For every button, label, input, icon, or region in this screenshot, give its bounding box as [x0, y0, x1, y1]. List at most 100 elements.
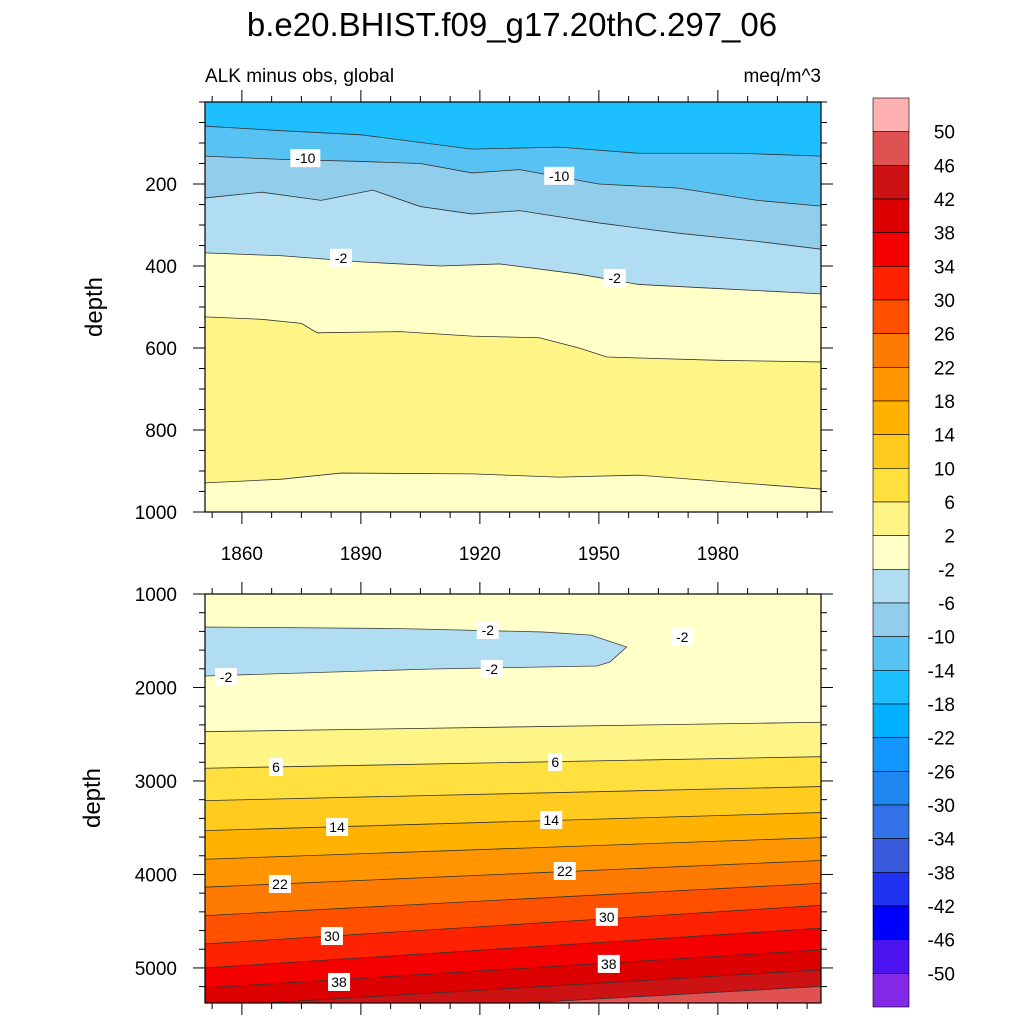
- contour-line: [265, 969, 821, 1003]
- contour-line: [205, 316, 821, 363]
- x-tick-label: 1860: [221, 544, 263, 565]
- contour-line: [205, 252, 821, 295]
- colorbar-label: 6: [944, 493, 955, 514]
- x-tick-label: 1920: [459, 544, 501, 565]
- contour-region: [205, 626, 628, 677]
- contour-line: [205, 756, 821, 769]
- contour-line: [205, 812, 821, 832]
- colorbar-swatch: [872, 367, 910, 402]
- contour-line: [205, 949, 821, 989]
- top-ylabel: depth: [81, 277, 108, 337]
- y-tick-label: 5000: [135, 959, 177, 980]
- colorbar-label: 10: [934, 459, 955, 480]
- contour-label-box: [268, 874, 291, 893]
- contour-label-box: [269, 757, 284, 776]
- colorbar-label: -42: [928, 897, 955, 918]
- panel-0: -10 -10 -2 -2 1860 1890 1920 1950 1980 200 400 600 8…: [135, 90, 833, 565]
- contour-label-box: [553, 861, 576, 880]
- y-tick-label: 1000: [135, 503, 177, 524]
- contour-label-box: [330, 248, 353, 267]
- contour-label-box: [326, 817, 349, 836]
- colorbar-label: 50: [934, 123, 955, 144]
- colorbar-label: 34: [934, 257, 956, 278]
- colorbar-swatch: [872, 501, 910, 536]
- colorbar-label: 18: [934, 392, 955, 413]
- contour-label-box: [540, 810, 563, 829]
- colorbar-swatch: [872, 636, 910, 671]
- colorbar-swatch: [872, 771, 910, 806]
- contour-label-box: [320, 926, 343, 945]
- y-tick-label: 800: [145, 421, 177, 442]
- contour-line: [205, 472, 821, 490]
- plot-frame: [204, 593, 822, 1004]
- colorbar-swatch: [872, 400, 910, 435]
- panel-1: -2 -2 -2 -2 6 6 14 14 22 22 30 30 38 38 1000 2000 3000 40…: [135, 582, 833, 1015]
- colorbar-swatch: [872, 131, 910, 166]
- y-tick-label: 2000: [135, 678, 177, 699]
- contour-label-box: [597, 954, 620, 973]
- colorbar-swatch: [872, 569, 910, 604]
- contour-label: -2: [486, 661, 499, 677]
- y-tick-label: 400: [145, 257, 177, 278]
- colorbar-swatch: [872, 703, 910, 738]
- colorbar-swatch: [872, 670, 910, 705]
- colorbar-label: -26: [928, 762, 955, 783]
- contour-line: [205, 721, 821, 733]
- contour-label: 38: [331, 974, 347, 990]
- x-tick-label: 1890: [340, 544, 382, 565]
- colorbar-swatch: [872, 872, 910, 907]
- contour-label: -10: [295, 150, 315, 166]
- contour-label-box: [328, 972, 351, 991]
- contour-label-box: [476, 620, 499, 639]
- contour-label-box: [671, 628, 694, 647]
- colorbar-label: 30: [934, 291, 955, 312]
- contour-label: 14: [329, 819, 345, 835]
- y-tick-label: 600: [145, 339, 177, 360]
- contour-label-box: [290, 149, 321, 168]
- contour-line: [205, 786, 821, 802]
- contour-line: [523, 986, 821, 1003]
- colorbar-label: -30: [928, 796, 955, 817]
- contour-label: -2: [609, 270, 622, 286]
- contour-label: -2: [220, 669, 233, 685]
- contour-label-box: [215, 668, 238, 687]
- colorbar-swatch: [872, 198, 910, 233]
- contour-label: -10: [549, 168, 569, 184]
- colorbar-label: 38: [934, 224, 955, 245]
- colorbar-label: -6: [938, 594, 955, 615]
- contour-label-box: [595, 907, 618, 926]
- contour-line: [205, 125, 821, 157]
- contour-label: 30: [599, 909, 615, 925]
- colorbar-swatch: [872, 838, 910, 873]
- contour-label: -2: [482, 622, 495, 638]
- contour-band: [205, 316, 821, 512]
- colorbar-label: -38: [928, 863, 955, 884]
- chart-title: b.e20.BHIST.f09_g17.20thC.297_06: [247, 6, 777, 43]
- contour-line: [205, 904, 821, 945]
- subtitle-left: ALK minus obs, global: [205, 66, 394, 87]
- colorbar-swatch: [872, 535, 910, 570]
- colorbar-swatch: [872, 232, 910, 267]
- colorbar-label: -46: [928, 931, 955, 952]
- colorbar-swatch: [872, 973, 910, 1008]
- contour-label: 38: [601, 956, 617, 972]
- contour-label: -2: [676, 629, 689, 645]
- contour-label-box: [548, 752, 563, 771]
- colorbar-swatch: [872, 165, 910, 200]
- colorbar-label: -2: [938, 560, 955, 581]
- contour-line: [205, 927, 821, 969]
- x-tick-label: 1980: [697, 544, 739, 565]
- contour-label: 14: [543, 812, 559, 828]
- contour-line: [205, 155, 821, 207]
- contour-label-box: [544, 166, 575, 185]
- colorbar-label: -18: [928, 695, 955, 716]
- colorbar-swatch: [872, 804, 910, 839]
- y-tick-label: 200: [145, 175, 177, 196]
- contour-label: 6: [272, 759, 280, 775]
- contour-band: [205, 473, 821, 512]
- colorbar-swatch: [872, 434, 910, 469]
- contour-line: [205, 860, 821, 888]
- colorbar-label: -34: [928, 830, 956, 851]
- colorbar-label: 2: [944, 527, 955, 548]
